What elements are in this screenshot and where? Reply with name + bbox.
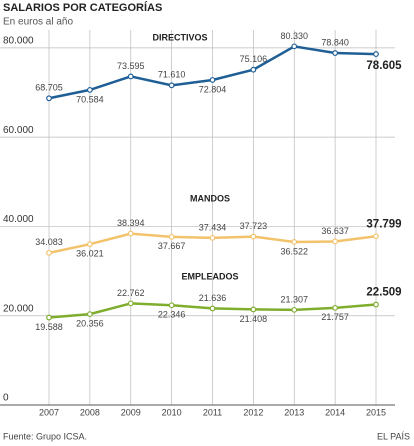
- x-tick-label: 2011: [203, 407, 222, 417]
- x-tick-label: 2007: [39, 407, 59, 417]
- x-tick-label: 2015: [366, 407, 386, 417]
- point: [86, 86, 93, 93]
- value-label: 20.356: [76, 319, 104, 329]
- point: [373, 301, 379, 308]
- point: [250, 233, 257, 240]
- value-label: 78.840: [321, 37, 349, 47]
- point: [373, 51, 379, 57]
- value-label: 73.595: [117, 61, 145, 71]
- point: [86, 241, 93, 248]
- source: Fuente: Grupo ICSA.: [3, 431, 87, 441]
- point: [46, 249, 52, 256]
- value-label: 37.667: [158, 241, 186, 251]
- point: [291, 306, 298, 313]
- value-label: 22.762: [117, 288, 145, 298]
- value-label: 71.610: [158, 70, 186, 80]
- value-label: 37.799: [366, 218, 401, 230]
- value-label: 37.434: [199, 222, 227, 232]
- series-name: MANDOS: [190, 193, 230, 203]
- x-tick-label: 2009: [121, 407, 141, 417]
- point: [332, 238, 339, 245]
- chart-subtitle: En euros al año: [3, 17, 73, 28]
- y-tick-label: 80.000: [3, 35, 34, 46]
- value-label: 22.346: [158, 310, 186, 320]
- value-label: 19.588: [35, 322, 63, 332]
- series-name: EMPLEADOS: [181, 271, 238, 281]
- point: [127, 73, 134, 80]
- value-label: 36.522: [280, 246, 308, 256]
- point: [291, 43, 298, 50]
- point: [250, 306, 257, 313]
- value-label: 21.408: [240, 314, 268, 324]
- point: [168, 233, 175, 240]
- value-label: 21.757: [321, 312, 349, 322]
- x-tick-label: 2010: [162, 407, 182, 417]
- value-label: 38.394: [117, 218, 145, 228]
- y-tick-label: 20.000: [3, 303, 34, 314]
- value-label: 36.021: [76, 249, 104, 259]
- point: [291, 239, 298, 245]
- x-tick-label: 2008: [80, 407, 100, 417]
- point: [46, 95, 52, 102]
- y-tick-label: 40.000: [3, 214, 34, 225]
- point: [127, 230, 134, 237]
- value-label: 21.636: [199, 293, 227, 303]
- point: [86, 311, 93, 318]
- point: [168, 302, 175, 309]
- point: [209, 77, 216, 83]
- value-label: 72.804: [199, 84, 227, 94]
- point: [250, 66, 257, 73]
- value-label: 36.637: [321, 226, 349, 236]
- point: [373, 233, 379, 240]
- point: [209, 305, 216, 312]
- point: [332, 50, 339, 56]
- value-label: 78.605: [366, 60, 402, 72]
- y-tick-label: 60.000: [3, 125, 34, 136]
- point: [127, 300, 134, 307]
- value-label: 37.723: [240, 221, 268, 231]
- chart-title: SALARIOS POR CATEGORÍAS: [3, 1, 162, 14]
- value-label: 70.584: [76, 94, 104, 104]
- point: [46, 314, 52, 321]
- point: [168, 82, 175, 89]
- point: [209, 234, 216, 241]
- value-label: 34.083: [35, 237, 63, 247]
- y-tick-label: 0: [3, 393, 9, 404]
- x-tick-label: 2014: [325, 407, 345, 417]
- value-label: 68.705: [35, 83, 63, 93]
- credit: EL PAÍS: [377, 431, 410, 441]
- x-tick-label: 2013: [284, 407, 304, 417]
- value-label: 80.330: [280, 31, 308, 41]
- value-label: 22.509: [366, 287, 401, 299]
- point: [332, 304, 339, 311]
- x-tick-label: 2012: [243, 407, 263, 417]
- value-label: 75.106: [240, 54, 268, 64]
- series-name: DIRECTIVOS: [152, 32, 207, 42]
- value-label: 21.307: [280, 294, 308, 304]
